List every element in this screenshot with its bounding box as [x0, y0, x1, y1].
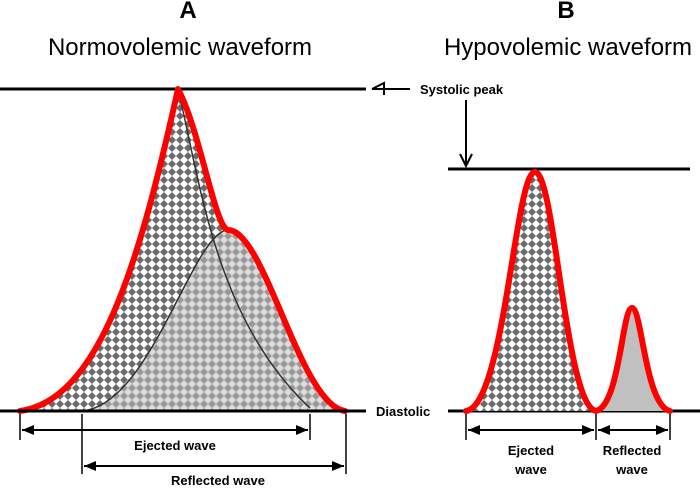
composite-waveform-outline-b — [463, 169, 673, 414]
reflected-wave-arrow-a — [84, 461, 344, 471]
ejected-wave-arrow-b — [468, 425, 594, 435]
reflected-wave-label-a: Reflected wave — [171, 473, 265, 488]
ejected-wave-arrow-a — [22, 425, 308, 435]
panel-b-title: Hypovolemic waveform — [444, 34, 692, 61]
reflected-wave-area-a — [82, 230, 345, 411]
systolic-peak-label: Systolic peak — [420, 82, 504, 97]
ejected-wave-label-b-line1: Ejected — [508, 443, 554, 458]
systolic-peak-arrow — [371, 81, 410, 95]
reflected-wave-arrow-b — [598, 425, 668, 435]
panel-b-letter: B — [557, 0, 574, 24]
reflected-wave-label-b-line2: wave — [615, 462, 648, 477]
panel-a-title: Normovolemic waveform — [48, 34, 312, 61]
ejected-wave-inner-outline-a — [177, 88, 311, 409]
reflected-wave-outline-a — [81, 229, 227, 412]
reflected-wave-label-b-line1: Reflected — [603, 443, 662, 458]
diastolic-label: Diastolic — [376, 404, 430, 419]
ejected-wave-label-b-line2: wave — [514, 462, 547, 477]
systolic-drop-arrow — [459, 100, 473, 169]
panel-a-letter: A — [179, 0, 196, 24]
composite-waveform-outline-a — [17, 86, 348, 414]
ejected-wave-label-a: Ejected wave — [134, 438, 216, 453]
